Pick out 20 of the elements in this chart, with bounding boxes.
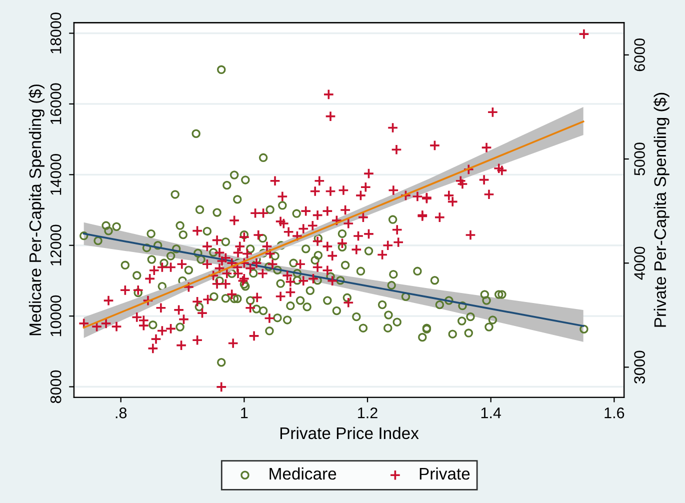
x-axis-title: Private Price Index [280,426,419,440]
y-tick-label: 16000 [50,83,62,124]
y2-tick-label: 6000 [634,38,645,72]
x-tick-label: 1.6 [604,407,624,418]
y-tick-label: 18000 [50,12,62,54]
y-axis-title: Medicare Per-Capita Spending ($) [28,84,44,336]
x-tick-label: 1.2 [358,407,378,418]
y2-tick-label: 4000 [634,246,645,280]
y-tick-label: 8000 [50,370,62,404]
y2-tick-label: 3000 [634,350,645,384]
y2-tick-label: 5000 [634,142,645,176]
x-tick-label: 1.4 [481,408,502,418]
y-tick-label: 12000 [50,224,62,266]
y-tick-label: 14000 [50,154,62,195]
x-tick-label: 1 [241,408,248,418]
x-tick-label: .8 [116,407,127,418]
y2-axis-title: Private Per-Capita Spending ($) [654,92,670,327]
legend-label: Medicare [270,467,336,480]
legend-label: Private [420,467,470,480]
y-tick-label: 10000 [50,295,62,336]
